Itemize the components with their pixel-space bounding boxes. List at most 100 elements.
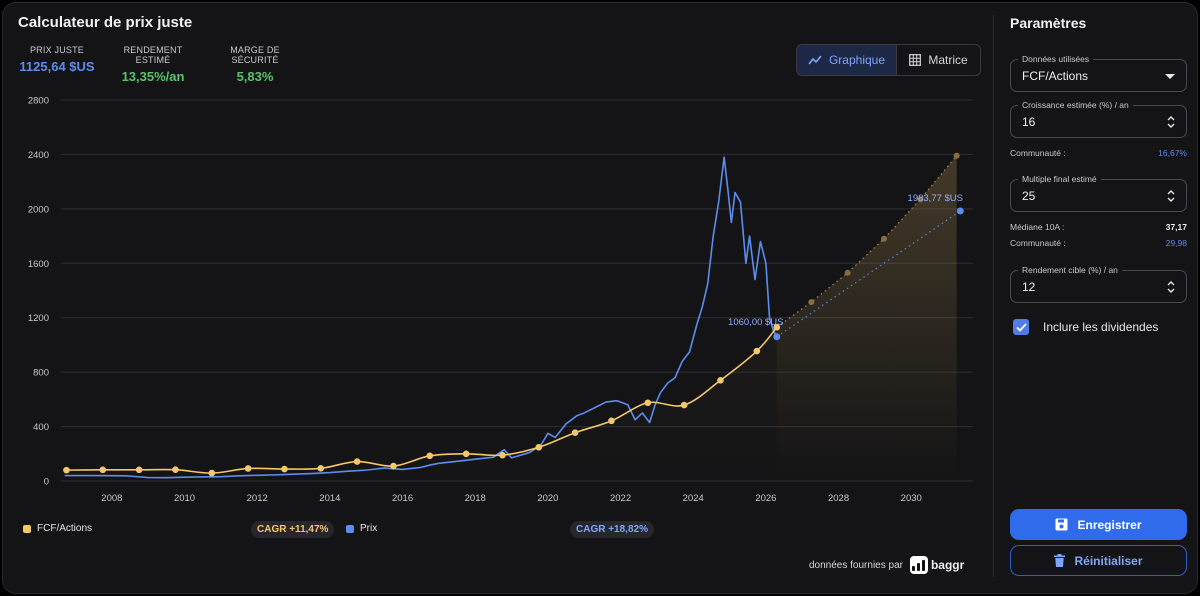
price-current-point bbox=[773, 333, 781, 341]
trash-icon bbox=[1054, 554, 1066, 567]
fcf-point bbox=[317, 465, 325, 472]
metric-value: 5,83% bbox=[236, 69, 274, 84]
median-label: Médiane 10A : bbox=[1010, 222, 1065, 232]
fcf-point bbox=[644, 399, 652, 407]
legend-fcf: FCF/Actions bbox=[23, 523, 92, 534]
x-tick-label: 2010 bbox=[174, 493, 195, 504]
y-tick-label: 0 bbox=[44, 477, 49, 488]
data-used-label: Données utilisées bbox=[1018, 54, 1094, 64]
credit-text: données fournies par bbox=[809, 559, 903, 571]
legend-fcf-label: FCF/Actions bbox=[37, 523, 93, 534]
fcf-projection-point bbox=[844, 269, 851, 276]
page-title: Calculateur de prix juste bbox=[18, 14, 193, 31]
save-button[interactable]: Enregistrer bbox=[1010, 509, 1187, 540]
line-chart-icon bbox=[808, 55, 822, 65]
price-target-point bbox=[956, 207, 964, 215]
y-tick-label: 1200 bbox=[28, 313, 49, 324]
dividends-checkbox[interactable] bbox=[1013, 319, 1029, 335]
legend-price: Prix bbox=[346, 523, 377, 534]
projection-area bbox=[776, 155, 957, 481]
grid-icon bbox=[909, 54, 922, 66]
fcf-point bbox=[535, 443, 543, 451]
fcf-point bbox=[717, 377, 724, 384]
matrix-view-button[interactable]: Matrice bbox=[897, 45, 980, 75]
parameters-title: Paramètres bbox=[1010, 15, 1087, 31]
fcf-point bbox=[499, 451, 506, 459]
x-tick-label: 2016 bbox=[392, 493, 413, 504]
x-tick-label: 2024 bbox=[683, 493, 704, 504]
graph-view-button[interactable]: Graphique bbox=[797, 45, 897, 75]
y-tick-label: 2400 bbox=[28, 150, 49, 161]
baggr-logo-icon bbox=[909, 556, 928, 574]
fcf-point bbox=[353, 458, 361, 465]
community-value: 16,67% bbox=[1158, 148, 1187, 158]
fcf-point bbox=[63, 466, 70, 474]
x-tick-label: 2008 bbox=[101, 493, 122, 504]
fcf-point bbox=[773, 323, 781, 331]
data-used-select[interactable]: Données utilisées FCF/Actions bbox=[1010, 54, 1187, 92]
fcf-projection-point bbox=[808, 299, 815, 306]
fcf-point bbox=[753, 347, 761, 355]
legend-price-swatch bbox=[346, 524, 354, 533]
fcf-point bbox=[571, 429, 579, 436]
check-icon bbox=[1015, 322, 1027, 332]
community-label: Communauté : bbox=[1010, 238, 1066, 248]
save-icon bbox=[1055, 518, 1068, 531]
fcf-projection-point bbox=[917, 196, 924, 203]
price-chart: 0 400 800 1200 1600 2000 2400 2800 2008 2010 2012 2… bbox=[28, 96, 973, 504]
baggr-logo[interactable]: baggr bbox=[909, 556, 965, 574]
growth-input[interactable]: Croissance estimée (%) / an 16 bbox=[1010, 100, 1187, 138]
baggr-logo-text: baggr bbox=[930, 558, 965, 572]
graph-view-label: Graphique bbox=[828, 53, 886, 67]
matrix-view-label: Matrice bbox=[928, 53, 968, 67]
stepper-icon[interactable] bbox=[1166, 280, 1176, 294]
multiple-label: Multiple final estimé bbox=[1018, 174, 1101, 184]
dividends-label: Inclure les dividendes bbox=[1043, 320, 1159, 334]
median-value: 37,17 bbox=[1165, 222, 1187, 232]
metric-label: MARGE DE SÉCURITÉ bbox=[230, 45, 280, 65]
y-tick-label: 800 bbox=[33, 368, 49, 379]
fcf-projection-line bbox=[776, 155, 958, 328]
target-return-label: Rendement cible (%) / an bbox=[1018, 265, 1122, 275]
x-tick-label: 2026 bbox=[755, 493, 776, 504]
fcf-point bbox=[680, 401, 688, 409]
legend-price-label: Prix bbox=[360, 523, 378, 534]
fcf-point bbox=[462, 450, 470, 458]
x-tick-label: 2018 bbox=[465, 493, 486, 504]
reset-label: Réinitialiser bbox=[1074, 553, 1143, 568]
target-return-value: 12 bbox=[1022, 280, 1036, 294]
reset-button[interactable]: Réinitialiser bbox=[1010, 545, 1187, 576]
metric-value: 1125,64 $US bbox=[19, 59, 95, 74]
y-tick-label: 400 bbox=[33, 422, 49, 433]
target-return-input[interactable]: Rendement cible (%) / an 12 bbox=[1010, 265, 1187, 303]
growth-label: Croissance estimée (%) / an bbox=[1018, 100, 1133, 110]
fcf-point bbox=[99, 466, 107, 474]
price-projection-line bbox=[776, 210, 961, 338]
stepper-icon[interactable] bbox=[1166, 189, 1176, 203]
dividends-row: Inclure les dividendes bbox=[1013, 319, 1158, 335]
price-line bbox=[64, 156, 778, 479]
multiple-input[interactable]: Multiple final estimé 25 bbox=[1010, 174, 1187, 212]
target-price-label: 1983,77 $US bbox=[908, 193, 963, 204]
growth-value: 16 bbox=[1022, 115, 1036, 129]
cagr-fcf-badge: CAGR +11,47% bbox=[251, 521, 335, 538]
fcf-point bbox=[281, 465, 288, 473]
data-used-value: FCF/Actions bbox=[1022, 69, 1089, 83]
legend-fcf-swatch bbox=[23, 524, 31, 533]
fcf-projection-point bbox=[880, 235, 887, 242]
data-credit: données fournies par baggr bbox=[809, 556, 964, 574]
x-tick-label: 2030 bbox=[901, 493, 922, 504]
metric-estimated-return: RENDEMENT ESTIMÉ 13,35%/an bbox=[106, 45, 200, 84]
metric-safety-margin: MARGE DE SÉCURITÉ 5,83% bbox=[209, 45, 301, 84]
metric-label: RENDEMENT ESTIMÉ bbox=[123, 45, 183, 65]
growth-community-row: Communauté : 16,67% bbox=[1010, 148, 1187, 158]
view-toggle: Graphique Matrice bbox=[796, 44, 981, 76]
fcf-point bbox=[390, 462, 397, 470]
panel-divider bbox=[993, 15, 994, 577]
fcf-point bbox=[208, 469, 216, 477]
metric-label: PRIX JUSTE bbox=[29, 45, 84, 55]
fcf-point bbox=[135, 466, 143, 474]
y-tick-label: 1600 bbox=[28, 259, 49, 270]
stepper-icon[interactable] bbox=[1166, 115, 1176, 129]
